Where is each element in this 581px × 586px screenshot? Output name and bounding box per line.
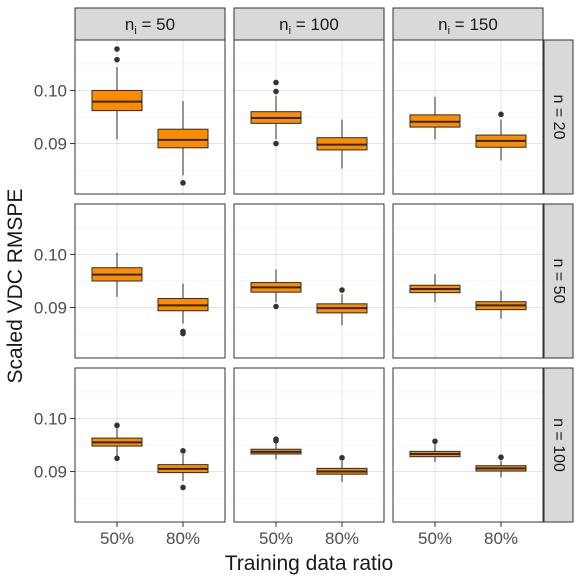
row-strip-label: n = 20 (550, 95, 567, 140)
boxplot (157, 448, 209, 491)
column-strip (233, 7, 385, 41)
boxplot (91, 46, 143, 140)
outlier-point (498, 454, 504, 461)
outlier-point (114, 46, 120, 52)
x-axis-title: Training data ratio (225, 552, 393, 575)
facet-panel (233, 203, 385, 359)
facet-panel (392, 203, 544, 359)
x-tick-label: 80% (484, 529, 518, 548)
panel-border (392, 203, 544, 359)
panel-border (233, 203, 385, 359)
facet-panel (74, 367, 226, 523)
outlier-point (180, 484, 186, 491)
outlier-point (180, 328, 186, 335)
outlier-point (180, 180, 186, 186)
box-iqr (91, 89, 143, 112)
column-strip (392, 7, 544, 41)
row-strip (543, 39, 574, 195)
boxplot (250, 436, 302, 460)
outlier-point (114, 455, 120, 462)
outlier-point (273, 79, 279, 86)
column-strip-label: ni = 50 (125, 15, 175, 37)
x-tick-label: 80% (166, 529, 200, 548)
x-tick-label: 80% (325, 529, 359, 548)
y-tick-label: 0.10 (34, 409, 67, 428)
y-tick-label: 0.10 (34, 81, 67, 100)
panel-border (233, 367, 385, 523)
outlier-point (339, 287, 345, 293)
y-tick-label: 0.10 (34, 245, 67, 264)
boxplot (409, 438, 461, 462)
x-tick-label: 50% (259, 529, 293, 548)
boxplot (316, 287, 368, 326)
column-strip (74, 7, 226, 41)
boxplot (250, 79, 302, 147)
outlier-point (114, 56, 120, 63)
outlier-point (180, 448, 186, 454)
y-tick-label: 0.09 (34, 135, 67, 154)
facet-panel (74, 203, 226, 359)
outlier-point (114, 422, 120, 429)
boxplot (91, 252, 143, 297)
y-tick-label: 0.09 (34, 299, 67, 318)
panel-border (74, 367, 226, 523)
panel-border (74, 203, 226, 359)
boxplot (475, 290, 527, 319)
outlier-point (498, 111, 504, 118)
facet-panel (233, 39, 385, 195)
facet-panel (392, 367, 544, 523)
row-strip-label: n = 100 (550, 418, 567, 472)
outlier-point (273, 88, 279, 95)
outlier-point (273, 436, 279, 442)
boxplot (250, 269, 302, 310)
row-strip-label: n = 50 (550, 259, 567, 304)
boxplot (409, 274, 461, 303)
boxplot (157, 101, 209, 186)
row-strip (543, 203, 574, 359)
outlier-point (273, 303, 279, 310)
facet-panel (233, 367, 385, 523)
facet-panel (74, 39, 226, 195)
x-tick-label: 50% (418, 529, 452, 548)
y-axis-title: Scaled VDC RMSPE (4, 189, 27, 384)
boxplot (91, 422, 143, 462)
boxplot (475, 111, 527, 161)
box-iqr (157, 128, 209, 149)
panel-border (392, 367, 544, 523)
boxplot (475, 454, 527, 478)
y-tick-label: 0.09 (34, 463, 67, 482)
x-tick-label: 50% (100, 529, 134, 548)
boxplot (409, 96, 461, 140)
outlier-point (339, 454, 345, 461)
column-strip-label: ni = 150 (438, 15, 498, 37)
column-strip-label: ni = 100 (279, 15, 339, 37)
row-strip (543, 367, 574, 523)
boxplot (316, 454, 368, 483)
outlier-point (273, 140, 279, 147)
boxplot (157, 283, 209, 337)
outlier-point (432, 438, 438, 445)
boxplot (316, 119, 368, 169)
facet-panel (392, 39, 544, 195)
